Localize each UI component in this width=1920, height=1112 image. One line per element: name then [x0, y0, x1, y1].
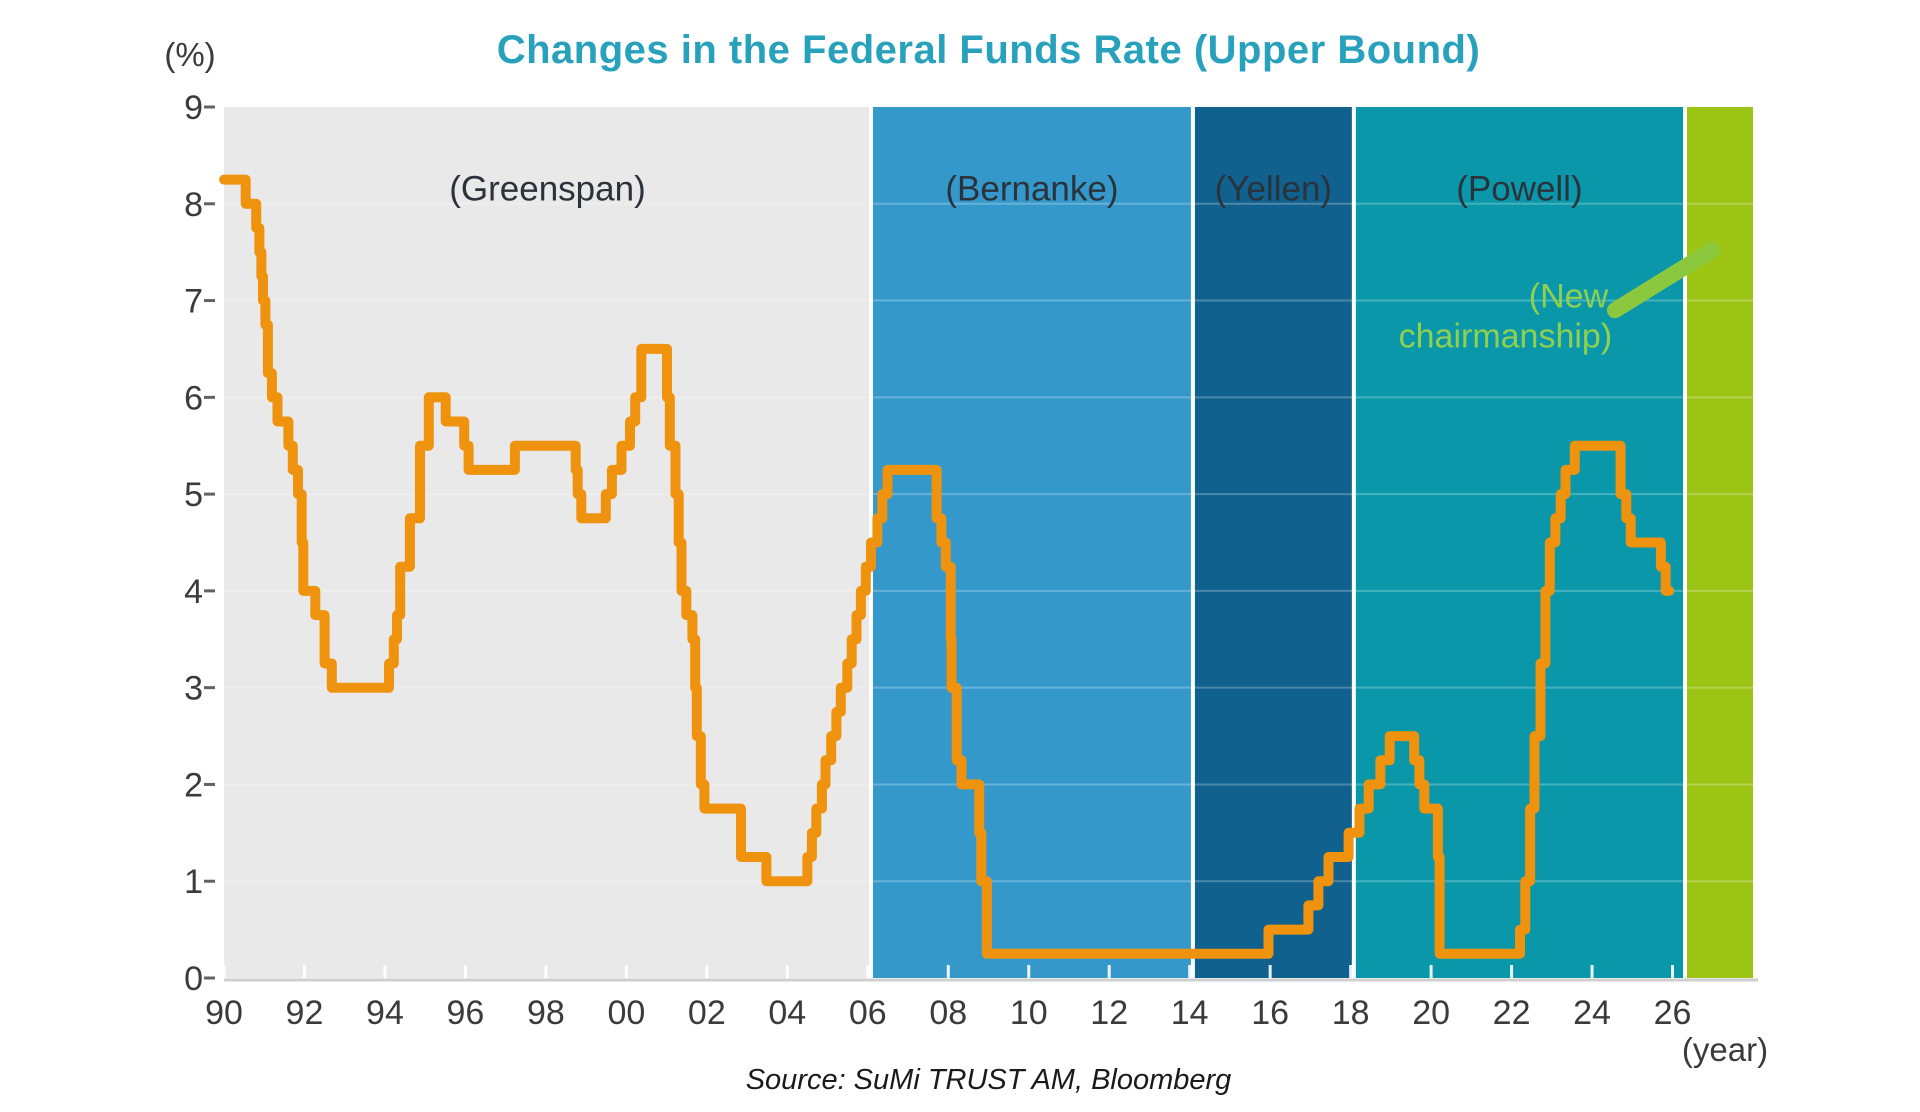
- annotation-new-chairmanship-line1: (New: [1529, 278, 1609, 316]
- y-tick-label-1: 1: [184, 863, 203, 901]
- x-tick-label-20: 20: [1412, 994, 1450, 1032]
- x-tick-label-98: 98: [527, 994, 565, 1032]
- annotation-new-chairmanship-line2: chairmanship): [1399, 317, 1613, 355]
- band-separator-4: [1682, 107, 1687, 978]
- region-label-greenspan: (Greenspan): [449, 169, 645, 208]
- x-tick-label-06: 06: [849, 994, 887, 1032]
- band-yellen: [1192, 107, 1354, 978]
- x-tick-label-08: 08: [929, 994, 967, 1032]
- region-label-bernanke: (Bernanke): [945, 169, 1118, 208]
- region-label-powell: (Powell): [1456, 169, 1582, 208]
- y-tick-label-7: 7: [184, 283, 203, 321]
- annotation-arrow: [1606, 242, 1720, 319]
- x-tick-label-12: 12: [1090, 994, 1128, 1032]
- x-tick-label-24: 24: [1573, 994, 1611, 1032]
- y-tick-label-2: 2: [184, 766, 203, 804]
- y-axis-unit-label: (%): [164, 36, 216, 73]
- x-tick-label-90: 90: [205, 994, 243, 1032]
- chart-title: Changes in the Federal Funds Rate (Upper…: [496, 28, 1481, 72]
- y-tick-label-6: 6: [184, 379, 203, 417]
- x-tick-label-92: 92: [286, 994, 324, 1032]
- y-tick-label-4: 4: [184, 573, 203, 611]
- x-tick-label-10: 10: [1010, 994, 1048, 1032]
- x-tick-label-00: 00: [607, 994, 645, 1032]
- x-tick-label-16: 16: [1251, 994, 1289, 1032]
- x-tick-label-22: 22: [1493, 994, 1531, 1032]
- source-text: Source: SuMi TRUST AM, Bloomberg: [745, 1064, 1232, 1096]
- band-greenspan: [224, 107, 872, 978]
- x-tick-label-18: 18: [1332, 994, 1370, 1032]
- x-tick-label-04: 04: [768, 994, 806, 1032]
- y-tick-label-9: 9: [184, 89, 203, 127]
- band-separator-2: [1190, 107, 1195, 978]
- x-tick-label-02: 02: [688, 994, 726, 1032]
- x-tick-label-14: 14: [1171, 994, 1209, 1032]
- band-bernanke: [871, 107, 1193, 978]
- x-axis-unit-label: (year): [1681, 1031, 1769, 1068]
- x-tick-label-26: 26: [1654, 994, 1692, 1032]
- y-tick-label-3: 3: [184, 670, 203, 708]
- y-tick-label-8: 8: [184, 186, 203, 224]
- band-new-chairmanship: [1684, 107, 1753, 978]
- y-tick-label-0: 0: [184, 960, 203, 998]
- region-label-yellen: (Yellen): [1215, 169, 1332, 208]
- x-tick-label-96: 96: [447, 994, 485, 1032]
- band-separator-3: [1351, 107, 1356, 978]
- y-tick-label-5: 5: [184, 476, 203, 514]
- x-tick-label-94: 94: [366, 994, 404, 1032]
- rate-step-line: [219, 174, 1675, 959]
